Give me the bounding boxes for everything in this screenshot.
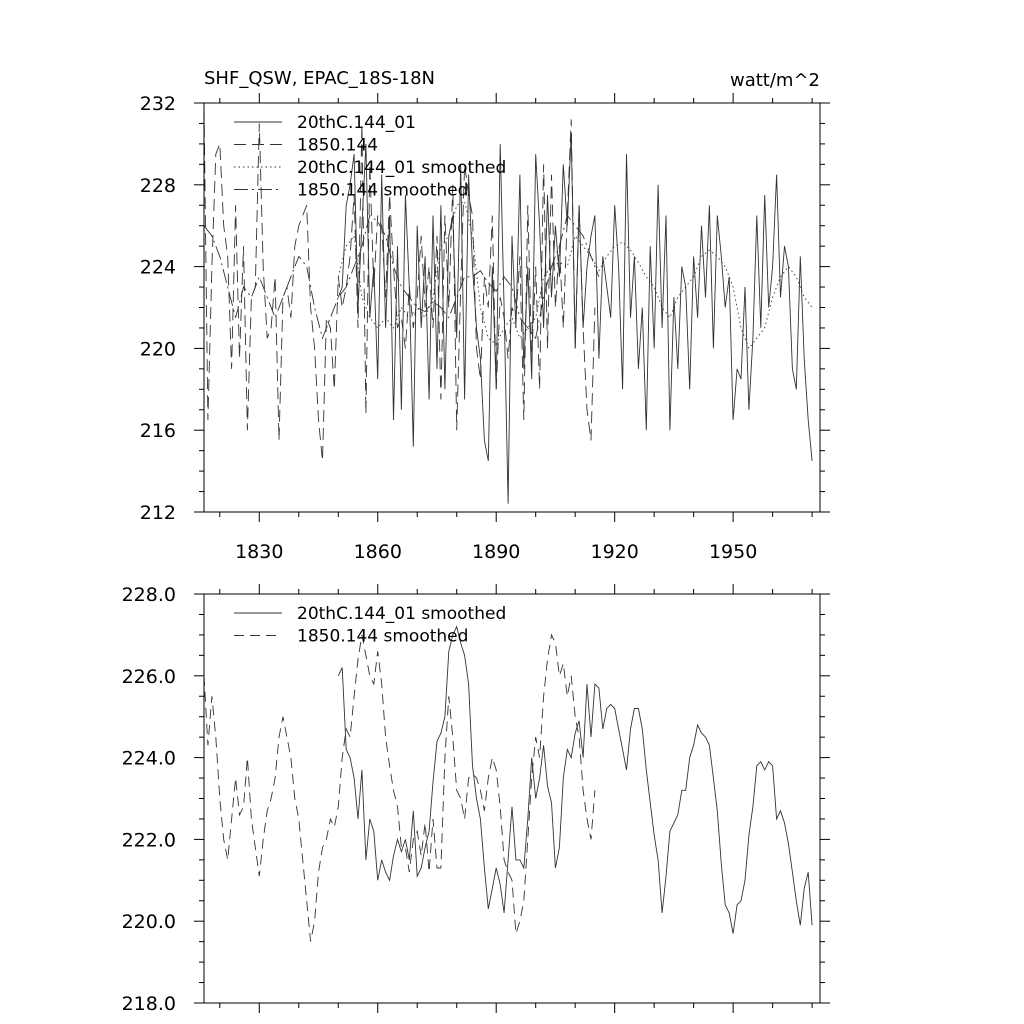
x-tick-label: 1890 [472, 541, 520, 563]
top-plot-frame [203, 102, 821, 513]
y-tick-label: 212 [140, 502, 176, 524]
y-tick-label: 228.0 [122, 584, 176, 606]
y-tick-label: 222.0 [122, 829, 176, 851]
x-tick-label: 1950 [709, 541, 757, 563]
y-tick-label: 224 [140, 257, 176, 279]
bottom-plot-frame [203, 593, 821, 1004]
top-panel-title: SHF_QSW, EPAC_18S-18N [204, 68, 435, 89]
legend-label-2: 1850.144 [297, 136, 378, 156]
y-tick-label: 226.0 [122, 666, 176, 688]
y-tick-label: 224.0 [122, 748, 176, 770]
legend-label-1: 20thC.144_01 smoothed [297, 604, 506, 624]
series-line-4 [203, 214, 600, 340]
legend-label-3: 20thC.144_01 smoothed [297, 158, 506, 178]
legend-label-2: 1850.144 smoothed [297, 627, 468, 647]
top-panel: SHF_QSW, EPAC_18S-18N watt/m^2 212 216 220… [140, 68, 830, 563]
series-line-1 [337, 625, 813, 934]
x-tick-label: 1830 [235, 541, 283, 563]
legend-label-4: 1850.144 smoothed [297, 181, 468, 201]
bottom-panel: 218.0 220.0 222.0 224.0 226.0 228.0 20thC.144… [122, 584, 830, 1015]
y-tick-label: 220.0 [122, 911, 176, 933]
y-tick-label: 216 [140, 420, 176, 442]
bottom-legend: 20thC.144_01 smoothed 1850.144 smoothed [234, 604, 506, 647]
x-tick-label: 1860 [354, 541, 402, 563]
bottom-axes: 218.0 220.0 222.0 224.0 226.0 228.0 [122, 584, 830, 1015]
top-series-group [203, 107, 813, 504]
series-line-2 [203, 633, 596, 942]
top-panel-units: watt/m^2 [730, 70, 820, 91]
top-axes: 212 216 220 224 228 232 1830 1860 1890 1920 1950 [140, 93, 830, 563]
y-tick-label: 228 [140, 175, 176, 197]
bottom-series-group [203, 625, 813, 942]
legend-label-1: 20thC.144_01 [297, 113, 416, 133]
y-tick-label: 218.0 [122, 993, 176, 1015]
y-tick-label: 232 [140, 93, 176, 115]
series-line-3 [337, 200, 813, 350]
y-tick-label: 220 [140, 338, 176, 360]
x-tick-label: 1920 [590, 541, 638, 563]
series-line-2 [203, 107, 596, 461]
